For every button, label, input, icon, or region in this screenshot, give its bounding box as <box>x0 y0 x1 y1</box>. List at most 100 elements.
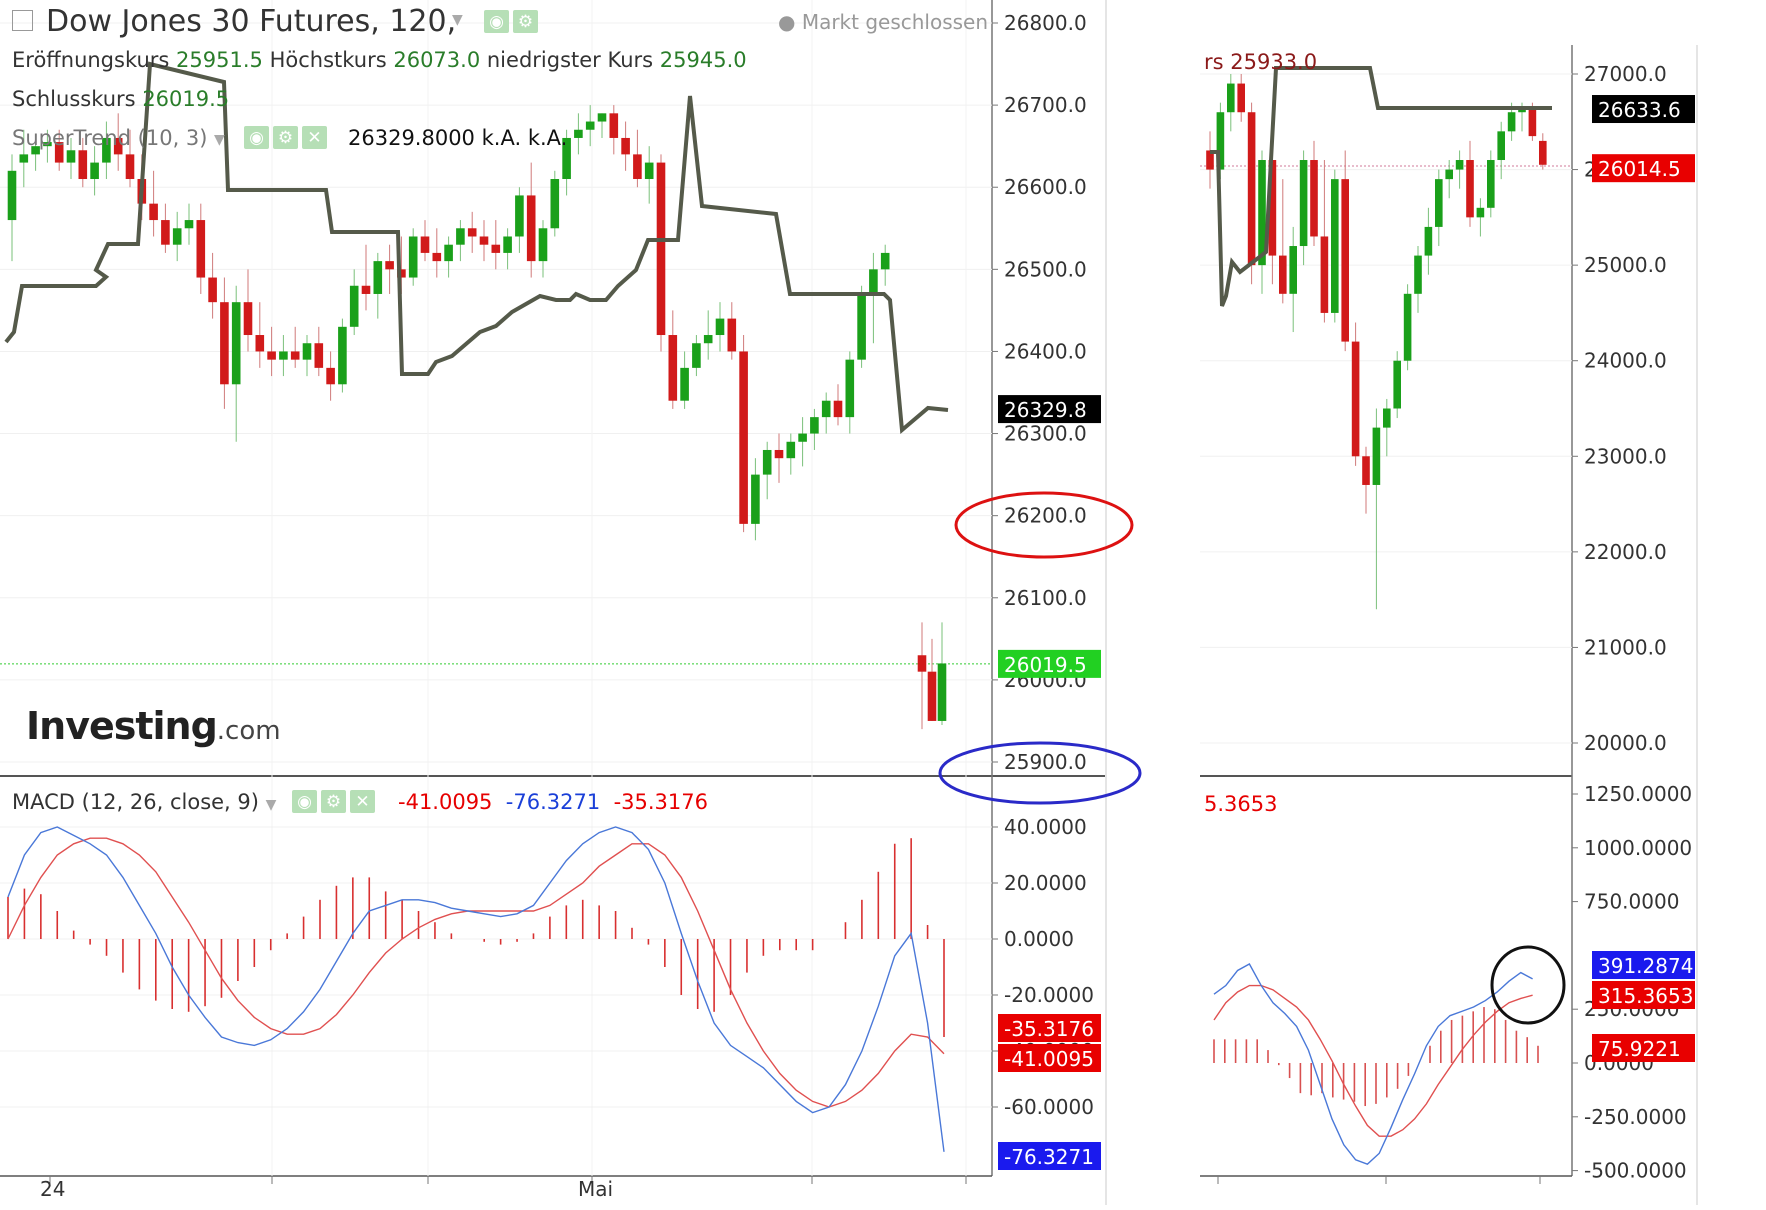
gear-icon[interactable]: ⚙ <box>321 790 346 813</box>
price-label: 26014.5 <box>1598 157 1681 181</box>
macd-value-label-bg <box>998 1044 1101 1072</box>
candle-up <box>1414 255 1422 294</box>
high-value: 26073.0 <box>393 48 481 72</box>
candle-up <box>279 351 288 360</box>
close-icon[interactable]: ✕ <box>350 790 375 813</box>
candle-up <box>1435 179 1443 227</box>
candle-down <box>125 154 135 180</box>
candle-up <box>1445 169 1453 180</box>
collapse-box-icon[interactable] <box>12 10 33 31</box>
candle-up <box>90 162 99 180</box>
candle-up <box>715 318 725 336</box>
y-tick-label: 24000.0 <box>1584 349 1667 373</box>
supertrend-na-2: k.A. <box>527 126 568 150</box>
gear-icon[interactable]: ⚙ <box>513 10 538 33</box>
macd-value-label-bg <box>1592 1034 1695 1062</box>
chevron-down-icon[interactable]: ▼ <box>214 132 225 148</box>
candle-up <box>1476 207 1485 218</box>
candle-up <box>538 228 548 262</box>
candle-down <box>1237 83 1245 113</box>
candle-down <box>1528 107 1537 137</box>
chevron-down-icon[interactable]: ▼ <box>452 12 463 28</box>
candle-up <box>1372 427 1381 485</box>
candle-down <box>467 228 477 237</box>
candle-up <box>66 150 76 163</box>
gear-icon[interactable]: ⚙ <box>273 126 298 149</box>
close-value: 26019.5 <box>142 87 230 111</box>
candle-down <box>1320 236 1329 313</box>
y-tick-label: 0.0000 <box>1004 927 1074 951</box>
macd-value-label: 391.2874 <box>1598 954 1693 978</box>
candle-down <box>208 277 217 303</box>
price-label: 26633.6 <box>1598 98 1681 122</box>
y-tick-label: -250.0000 <box>1584 1105 1687 1129</box>
candle-down <box>149 203 158 221</box>
candle-down <box>1466 160 1474 218</box>
candle-down <box>1341 179 1349 342</box>
close-icon[interactable]: ✕ <box>302 126 327 149</box>
candle-down <box>1206 150 1214 170</box>
y-tick-label: 26400.0 <box>1004 339 1087 363</box>
candle-up <box>231 302 241 385</box>
candle-up <box>7 170 17 221</box>
eye-icon[interactable]: ◉ <box>244 126 269 149</box>
candle-up <box>869 269 878 294</box>
macd-value-label: 75.9221 <box>1598 1037 1681 1061</box>
candle-up <box>597 113 607 122</box>
candle-up <box>1403 293 1412 361</box>
candle-up <box>585 121 595 130</box>
chart-title: Dow Jones 30 Futures, 120, <box>46 4 457 39</box>
open-value: 25951.5 <box>176 48 263 72</box>
supertrend-value: 26329.8000 <box>348 126 475 150</box>
candle-up <box>937 663 947 721</box>
eye-icon[interactable]: ◉ <box>292 790 317 813</box>
open-label: Eröffnungskurs <box>12 48 170 72</box>
eye-icon[interactable]: ◉ <box>484 10 509 33</box>
candle-up <box>1331 179 1339 313</box>
candle-up <box>810 417 819 434</box>
chevron-down-icon[interactable]: ▼ <box>265 797 277 813</box>
y-tick-label: 1250.0000 <box>1584 782 1692 806</box>
y-tick-label: 750.0000 <box>1584 890 1679 914</box>
candle-down <box>1268 160 1277 256</box>
macd-value-label: -76.3271 <box>1004 1145 1094 1169</box>
candle-down <box>255 335 265 352</box>
price-label: 26329.8 <box>1004 398 1087 422</box>
candle-up <box>515 195 524 237</box>
candle-down <box>220 302 229 385</box>
candle-up <box>751 474 760 524</box>
macd-value-2: -76.3271 <box>505 790 601 814</box>
candle-down <box>917 655 927 672</box>
logo-suffix: .com <box>216 716 281 746</box>
candle-up <box>444 244 453 262</box>
candle-down <box>385 261 394 270</box>
candle-up <box>349 285 359 327</box>
candle-down <box>1539 140 1547 165</box>
candle-up <box>550 179 560 229</box>
close-line: Schlusskurs 26019.5 <box>12 87 229 111</box>
candle-up <box>43 142 52 147</box>
candle-up <box>857 293 866 360</box>
y-tick-label: 26700.0 <box>1004 93 1087 117</box>
supertrend-na-1: k.A. <box>481 126 522 150</box>
y-tick-label: 26100.0 <box>1004 586 1087 610</box>
macd-value-3: -35.3176 <box>613 790 708 814</box>
candle-down <box>739 351 748 524</box>
y-tick-label: 26800.0 <box>1004 11 1087 35</box>
signal-line <box>1213 984 1533 1137</box>
candle-down <box>833 400 843 418</box>
candle-up <box>644 162 654 180</box>
y-tick-label: 20.0000 <box>1004 871 1087 895</box>
supertrend-line <box>1210 66 1552 307</box>
candle-up <box>1216 112 1225 170</box>
candle-down <box>927 671 937 721</box>
candle-down <box>1310 160 1318 237</box>
right-header-partial: rs 25933.0 <box>1204 50 1318 74</box>
candle-up <box>1383 408 1391 428</box>
ohlc-line: Eröffnungskurs 25951.5 Höchstkurs 26073.… <box>12 48 747 72</box>
right-macd-partial: 5.3653 <box>1204 792 1278 816</box>
candle-up <box>1258 160 1266 266</box>
supertrend-label: SuperTrend (10, 3) <box>12 126 208 150</box>
candle-up <box>1424 226 1433 256</box>
candle-up <box>1455 160 1464 170</box>
